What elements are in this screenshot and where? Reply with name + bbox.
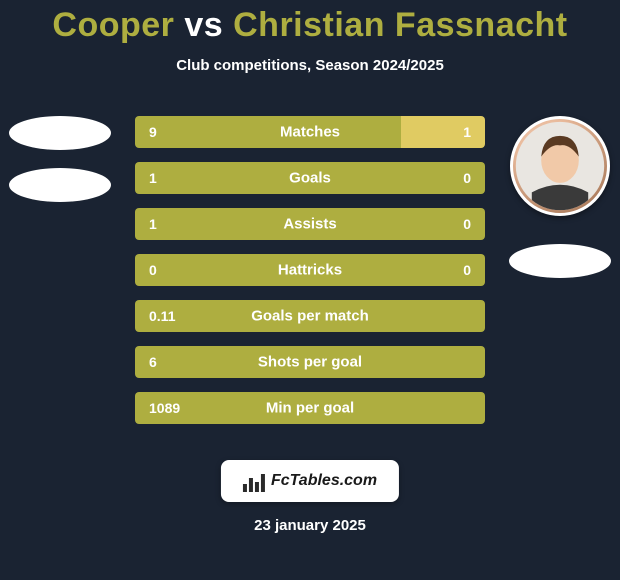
- stat-bar: 10Goals: [135, 162, 485, 194]
- team-oval: [9, 168, 111, 202]
- brand-badge: FcTables.com: [221, 460, 399, 502]
- player-left-col: [0, 116, 120, 202]
- stat-bar: 91Matches: [135, 116, 485, 148]
- stat-bar: 6Shots per goal: [135, 346, 485, 378]
- title-player1: Cooper: [52, 6, 174, 44]
- bar-label: Shots per goal: [135, 354, 485, 371]
- bar-label: Goals per match: [135, 308, 485, 325]
- avatar-silhouette-icon: [513, 119, 607, 213]
- title-vs: vs: [184, 6, 223, 44]
- bar-label: Hattricks: [135, 262, 485, 279]
- stat-bar: 0.11Goals per match: [135, 300, 485, 332]
- stat-bar: 10Assists: [135, 208, 485, 240]
- player-left-ovals: [9, 116, 111, 202]
- player-avatar: [510, 116, 610, 216]
- date-text: 23 january 2025: [0, 517, 620, 534]
- team-oval: [509, 244, 611, 278]
- subtitle: Club competitions, Season 2024/2025: [0, 57, 620, 74]
- bar-label: Goals: [135, 170, 485, 187]
- stat-bars: 91Matches 10Goals 10Assists 00Hattricks 0.11…: [135, 116, 485, 424]
- bar-chart-icon: [243, 470, 265, 492]
- bar-label: Assists: [135, 216, 485, 233]
- bar-label: Min per goal: [135, 400, 485, 417]
- page-title: Cooper vs Christian Fassnacht: [0, 6, 620, 45]
- team-oval: [9, 116, 111, 150]
- brand-text: FcTables.com: [271, 472, 377, 490]
- bar-label: Matches: [135, 124, 485, 141]
- player-right-col: [500, 116, 620, 278]
- stat-bar: 00Hattricks: [135, 254, 485, 286]
- infographic-root: Cooper vs Christian Fassnacht Club compe…: [0, 0, 620, 580]
- stat-bar: 1089Min per goal: [135, 392, 485, 424]
- title-player2: Christian Fassnacht: [233, 6, 567, 44]
